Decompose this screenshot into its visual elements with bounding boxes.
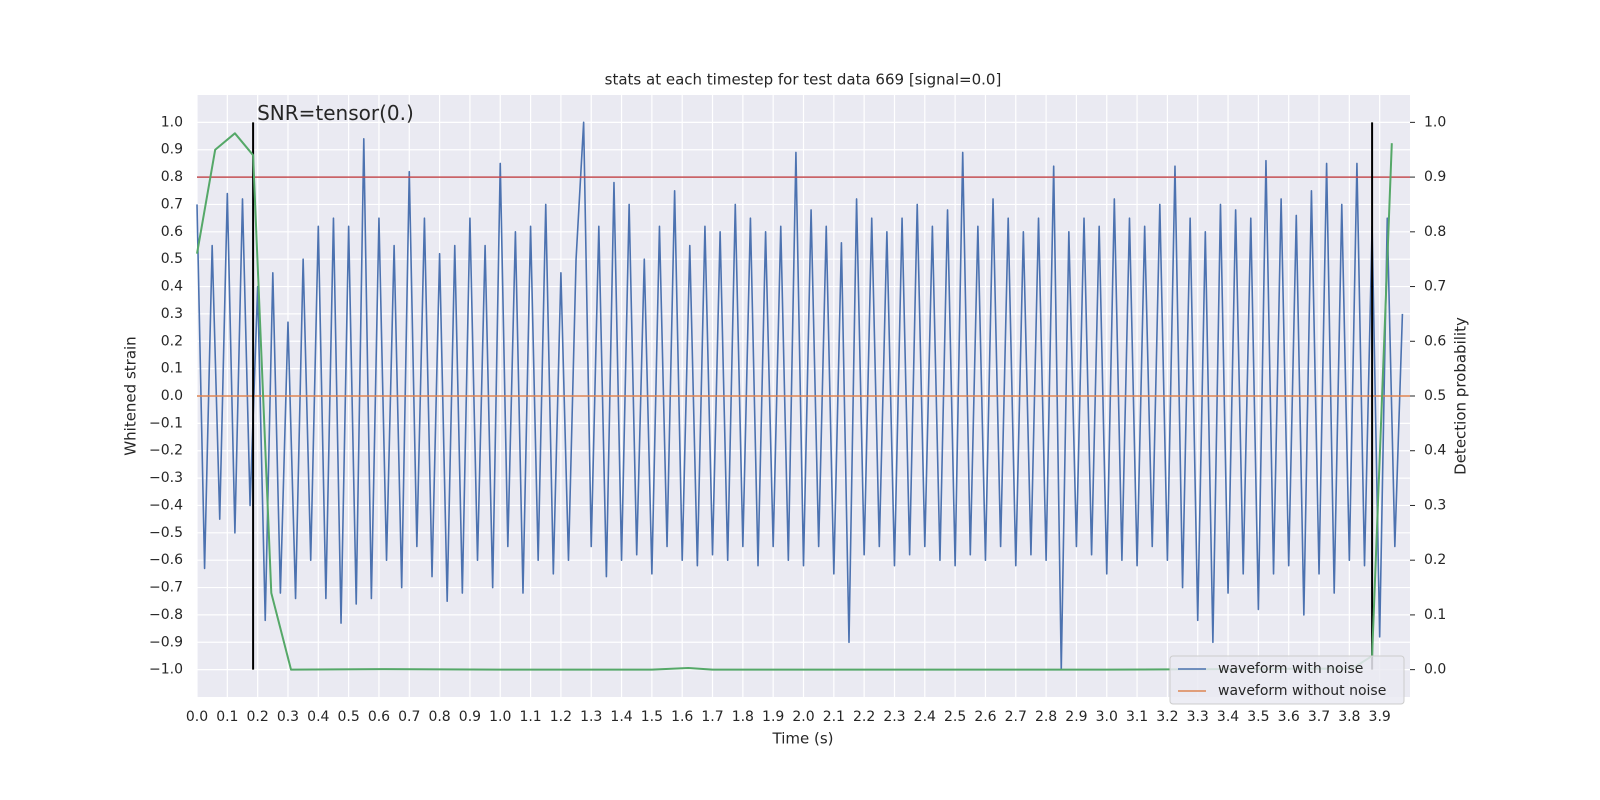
y2-tick-label: 0.4 [1424,443,1446,459]
x-tick-label: 0.2 [247,709,269,725]
x-tick-label: 0.5 [337,709,359,725]
y-tick-label: 0.1 [161,361,183,377]
x-tick-label: 0.6 [368,709,390,725]
y-tick-label: 0.6 [161,224,183,240]
x-tick-label: 3.5 [1247,709,1269,725]
x-axis-label: Time (s) [772,730,834,748]
annotation: SNR=tensor(0.) [257,101,414,125]
x-tick-label: 0.8 [428,709,450,725]
y-tick-label: 1.0 [161,114,183,130]
x-tick-label: 2.7 [1005,709,1027,725]
x-tick-label: 0.3 [277,709,299,725]
y-tick-label: −0.5 [149,525,183,541]
x-tick-label: 0.1 [216,709,238,725]
x-tick-label: 1.8 [732,709,754,725]
x-tick-label: 0.9 [459,709,481,725]
x-tick-label: 3.6 [1278,709,1300,725]
y-tick-label: −0.3 [149,470,183,486]
x-tick-label: 2.5 [944,709,966,725]
y-tick-label: −0.4 [149,497,183,513]
x-tick-label: 3.2 [1156,709,1178,725]
y-tick-label: −0.8 [149,607,183,623]
x-tick-label: 3.8 [1338,709,1360,725]
legend-box [1169,655,1405,705]
x-tick-label: 1.9 [762,709,784,725]
series-line [196,121,1404,671]
y2-tick-label: 0.6 [1424,333,1446,349]
y-tick-label: 0.3 [161,306,183,322]
x-tick-label: 2.4 [914,709,936,725]
y-tick-label: 0.2 [161,333,183,349]
y-tick-label: −0.7 [149,580,183,596]
y-tick-label: 0.4 [161,279,183,295]
y-tick-label: 0.8 [161,169,183,185]
y-axis-label: Whitened strain [122,336,140,455]
x-tick-label: 2.8 [1035,709,1057,725]
x-tick-label: 1.3 [580,709,602,725]
x-tick-label: 1.1 [519,709,541,725]
x-tick-label: 1.6 [671,709,693,725]
y-tick-label: −0.6 [149,552,183,568]
x-tick-label: 3.1 [1126,709,1148,725]
x-tick-label: 1.4 [610,709,632,725]
y2-tick-label: 0.3 [1424,497,1446,513]
x-tick-label: 2.1 [823,709,845,725]
y-tick-label: 0.7 [161,196,183,212]
y-tick-label: −1.0 [149,662,183,678]
y2-tick-label: 0.9 [1424,169,1446,185]
y-tick-label: 0.9 [161,142,183,158]
y-tick-label: 0.5 [161,251,183,267]
y-tick-label: −0.9 [149,634,183,650]
y2-tick-label: 0.1 [1424,607,1446,623]
y2-tick-label: 0.7 [1424,279,1446,295]
x-tick-label: 1.7 [701,709,723,725]
chart-title: stats at each timestep for test data 669… [605,71,1002,89]
y2-tick-label: 1.0 [1424,114,1446,130]
x-tick-label: 0.0 [186,709,208,725]
legend-label: waveform without noise [1218,683,1386,699]
y2-tick-label: 0.8 [1424,224,1446,240]
x-tick-label: 3.9 [1369,709,1391,725]
y-tick-label: 0.0 [161,388,183,404]
x-tick-label: 3.7 [1308,709,1330,725]
x-tick-label: 0.4 [307,709,329,725]
x-tick-label: 1.2 [550,709,572,725]
x-tick-label: 2.0 [792,709,814,725]
x-tick-label: 3.0 [1096,709,1118,725]
x-tick-label: 0.7 [398,709,420,725]
y2-tick-label: 0.2 [1424,552,1446,568]
x-tick-label: 3.3 [1187,709,1209,725]
x-tick-label: 2.6 [974,709,996,725]
x-tick-label: 3.4 [1217,709,1239,725]
x-tick-label: 2.9 [1065,709,1087,725]
y2-tick-label: 0.0 [1424,662,1446,678]
y2-axis-label: Detection probability [1452,317,1470,475]
x-tick-label: 2.3 [883,709,905,725]
x-tick-label: 1.5 [641,709,663,725]
x-tick-label: 1.0 [489,709,511,725]
y2-tick-label: 0.5 [1424,388,1446,404]
y-tick-label: −0.2 [149,443,183,459]
legend-label: waveform with noise [1218,661,1363,677]
x-tick-label: 2.2 [853,709,875,725]
y-tick-label: −0.1 [149,415,183,431]
